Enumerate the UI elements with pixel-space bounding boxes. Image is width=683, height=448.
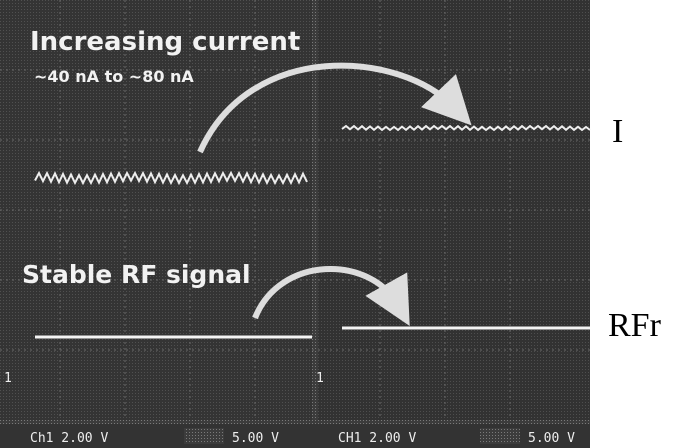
annotation: Stable RF signal (22, 260, 251, 289)
status-text: 5.00 V (528, 431, 575, 446)
status-text: CH1 2.00 V (338, 431, 416, 446)
status-icon (184, 428, 224, 444)
figure: Increasing current ~40 nA to ~80 nA Stab… (0, 0, 683, 448)
status-text: Ch1 2.00 V (30, 431, 108, 446)
status-icon (480, 428, 520, 444)
side-label: RFr (608, 307, 662, 344)
side-label: I (612, 113, 623, 150)
status-text: 5.00 V (232, 431, 279, 446)
channel-marker: 1 (316, 371, 324, 386)
channel-marker: 1 (4, 371, 12, 386)
annotation: ~40 nA to ~80 nA (34, 67, 194, 86)
annotation: Increasing current (30, 27, 300, 57)
right-panel (318, 0, 590, 420)
